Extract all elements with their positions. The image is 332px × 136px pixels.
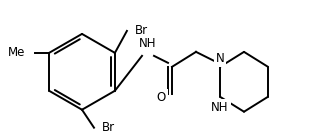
Text: Br: Br	[102, 121, 115, 134]
Text: N: N	[215, 52, 224, 65]
Text: Me: Me	[8, 46, 25, 59]
Text: NH: NH	[211, 101, 229, 114]
Text: NH: NH	[139, 37, 157, 50]
Text: O: O	[157, 91, 166, 104]
Text: Br: Br	[135, 24, 148, 37]
